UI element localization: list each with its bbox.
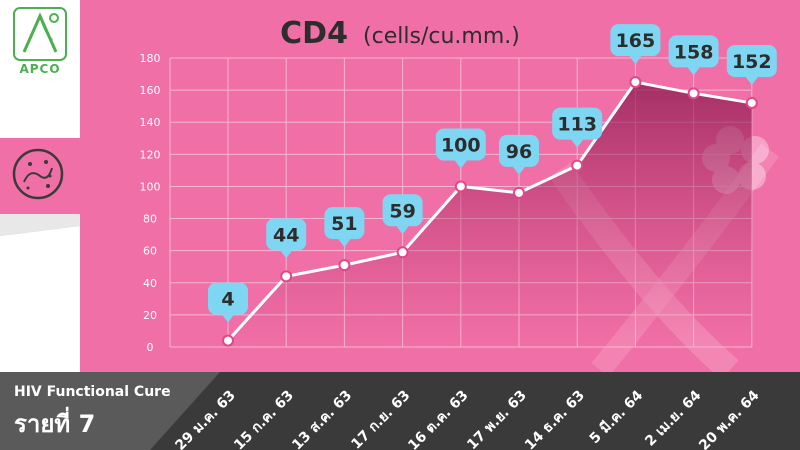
data-label-bubble [726,44,777,77]
y-tick-label: 180 [140,52,161,65]
chart-unit: (cells/cu.mm.) [363,24,520,49]
data-label: 113 [557,114,597,136]
data-point [396,246,409,259]
data-label: 4 [221,289,234,311]
data-label-bubble [266,218,307,251]
data-label: 100 [441,134,481,156]
y-tick-label: 160 [140,84,161,97]
y-tick-label: 20 [143,309,157,322]
data-point [745,96,758,109]
x-tick-label: 20 พ.ค. 64 [696,387,763,450]
data-label: 51 [331,213,357,235]
data-label-pointer [513,166,525,175]
data-label-bubble [435,128,486,161]
series-line [226,80,753,342]
y-tick-label: 140 [140,116,161,129]
data-label-pointer [338,239,351,248]
data-label-bubble [382,194,423,227]
x-tick-label: 17 ก.ย. 63 [348,388,413,450]
chart-title-text: CD4 [280,16,348,51]
x-tick-label: 16 ต.ค. 63 [405,388,471,450]
x-tick-label: 14 ธ.ค. 63 [522,388,588,450]
y-tick-label: 60 [143,245,157,258]
data-label: 96 [506,141,532,163]
caption-title: HIV Functional Cure [14,384,171,400]
data-label-pointer [687,67,700,76]
x-tick-label: 5 มี.ค. 64 [587,387,647,447]
y-tick-label: 0 [147,341,154,354]
data-label-bubble [552,107,603,140]
logo-panel: APCO [0,0,80,80]
data-point [338,259,351,272]
virus-cell-icon [12,148,64,200]
y-tick-label: 40 [143,277,157,290]
chart-title: CD4 (cells/cu.mm.) [0,16,800,51]
y-tick-label: 80 [143,213,157,226]
data-label-pointer [454,160,467,169]
data-label-bubble [499,134,539,167]
data-point [280,270,293,283]
data-label: 165 [616,30,656,52]
caption-case: รายที่ 7 [14,410,96,438]
data-label-pointer [280,250,293,259]
data-label-pointer [396,226,409,235]
y-tick-label: 100 [140,180,161,193]
data-point [571,159,584,172]
x-tick-label: 2 เม.ย. 64 [642,387,704,449]
data-label-pointer [629,56,642,65]
x-tick-label: 17 พ.ย. 63 [464,388,530,450]
data-point [629,76,642,89]
y-tick-label: 120 [140,148,161,161]
series-area [228,82,752,347]
data-label: 44 [273,224,299,246]
data-point [454,180,467,193]
data-label-pointer [745,76,758,85]
data-label-bubble [324,207,365,240]
data-label-pointer [571,139,584,148]
x-tick-label: 15 ก.ค. 63 [231,388,297,450]
x-tick-label: 13 ส.ค. 63 [289,388,355,450]
data-label-bubble [610,24,661,57]
data-label: 59 [389,200,415,222]
data-label-bubble [208,282,248,315]
data-label: 152 [732,51,772,73]
x-tick-label: 29 ม.ค. 63 [172,388,238,450]
data-point [513,186,525,199]
data-label-pointer [222,314,234,323]
data-point [222,334,234,347]
data-label: 158 [674,41,714,63]
data-point [687,87,700,100]
apco-logo-icon [13,7,67,61]
logo-text: APCO [19,62,61,76]
side-icon-panel [0,138,80,214]
data-label-bubble [668,35,719,68]
